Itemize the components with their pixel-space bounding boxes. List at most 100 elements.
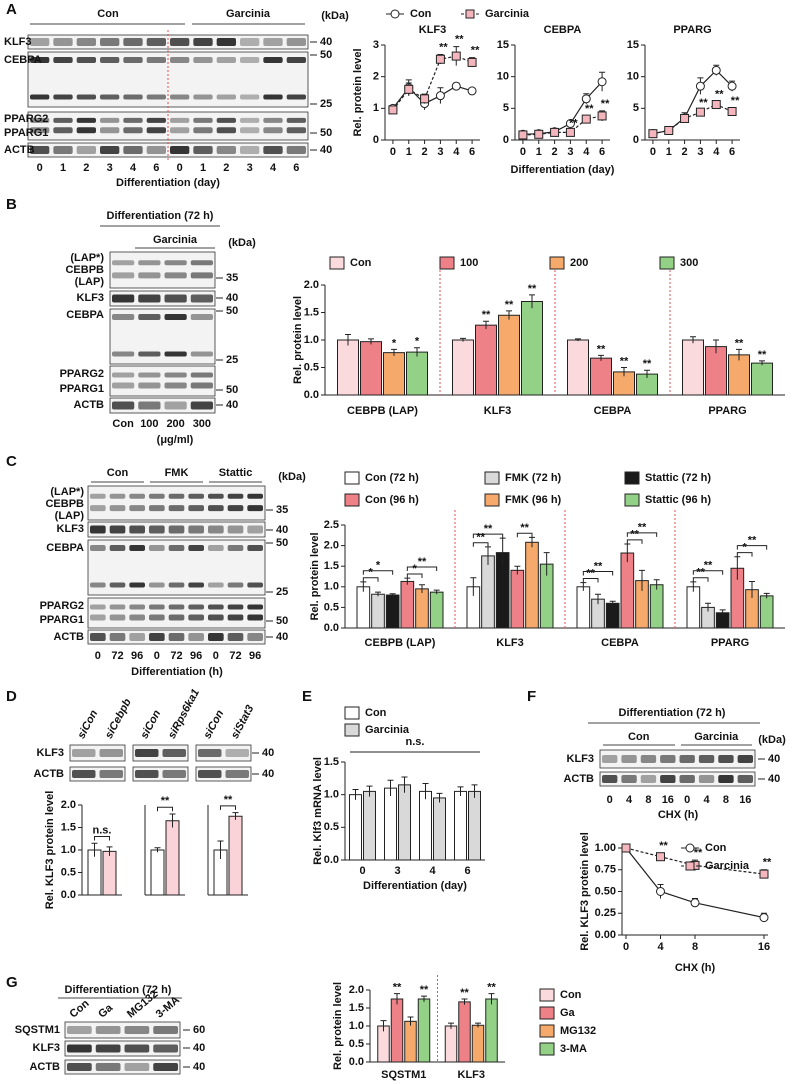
y-tick-label: 10 [627,71,639,83]
row-label: ACTB [53,631,84,643]
blot [109,397,216,414]
x-axis-label: CHX (h) [675,962,716,974]
error-bar [391,348,397,356]
lane-label: 72 [170,650,182,662]
error-bar [749,580,755,598]
bar [454,790,467,861]
blot-band [190,372,213,378]
blot-band [90,582,106,588]
significance: * [392,337,397,349]
x-tick-label: SQSTM1 [381,1069,426,1081]
legend-label: Stattic (96 h) [645,494,711,506]
blot-band [286,57,306,63]
kda-label: 50 [320,49,332,61]
error-bar [419,584,425,593]
y-tick-label: 2.0 [304,279,319,291]
significance: ** [585,103,594,115]
bar [705,346,727,396]
bar [605,602,620,629]
legend-swatch [344,471,360,485]
blot-band [138,372,161,378]
blot-band [263,57,283,63]
y-tick-label: 0 [373,134,379,146]
row-label: ACTB [33,768,64,780]
y-tick-label: 3 [373,39,379,51]
blot-band [100,94,120,100]
point [435,54,445,64]
blot-band [149,633,165,641]
bracket [362,570,394,575]
y-tick-label: 1.0 [324,789,339,801]
blot-band [109,614,126,621]
legend-label: 300 [680,257,698,269]
kda-label: 35 [276,504,288,516]
x-tick-label: 6 [729,146,735,158]
y-tick-label: 1.5 [349,1002,364,1014]
legend-label: Con [350,257,372,269]
bracket [406,573,423,579]
label: (kDa) [228,237,256,249]
lane-label: 8 [645,794,651,806]
blot-band [170,127,190,134]
significance: ** [161,795,170,807]
y-tick-label: 0.75 [595,864,616,876]
label: (kDa) [758,734,786,746]
point [597,111,607,121]
blot-band [53,117,73,123]
bar [433,797,446,861]
blot-band [149,614,165,621]
blot-band [53,57,73,63]
blot-band [168,545,185,551]
error-bar [609,600,616,606]
chart-title: KLF3 [419,24,447,36]
bracket [626,539,643,544]
blot-band [188,604,204,610]
error-bar [401,776,408,793]
x-tick-label: 6 [464,865,470,877]
legend-label: FMK (72 h) [505,472,562,484]
x-tick-label: 1 [406,146,412,158]
blot-band [198,770,222,778]
kda-label: 25 [320,98,332,110]
x-tick-label: CEBPB (LAP) [347,405,418,417]
label: (μg/ml) [157,434,194,446]
blot-band [129,633,145,641]
error-bar [529,536,535,548]
error-bar [506,310,512,320]
blot-band [240,57,260,63]
blot-band [660,755,676,763]
y-tick-label: 0.5 [304,361,319,373]
bar [485,998,498,1063]
blot-band [188,633,204,641]
blot-band [149,505,165,512]
row-label: PPARG2 [4,113,48,125]
blot-band [53,94,73,100]
blot-band [138,382,161,389]
blot-band [188,582,204,588]
y-axis-label: Rel. protein level [352,48,364,136]
x-tick-label: 0 [520,146,526,158]
significance: * [376,560,381,572]
legend-label: Stattic (72 h) [645,472,711,484]
bar [728,354,750,396]
significance: ** [528,283,537,295]
blot [64,1059,181,1075]
kda-label: 40 [226,292,238,304]
error-bar [345,334,351,346]
blot-band [112,294,135,303]
blot-band [138,351,161,357]
row-label: CEBPB [65,264,104,276]
significance: * [743,542,748,554]
error-bar [690,581,697,592]
blot-band [286,127,306,134]
bracket [157,806,173,812]
lane-label: 0 [154,650,160,662]
error-bar [759,360,765,366]
blot-band [138,260,161,266]
row-label: PPARG1 [60,383,104,395]
blot-band [109,505,126,512]
y-tick-label: 15 [497,39,509,51]
significance: * [413,563,418,575]
row-label: KLF3 [4,36,32,48]
x-axis-label: Differentiation (day) [363,880,467,892]
